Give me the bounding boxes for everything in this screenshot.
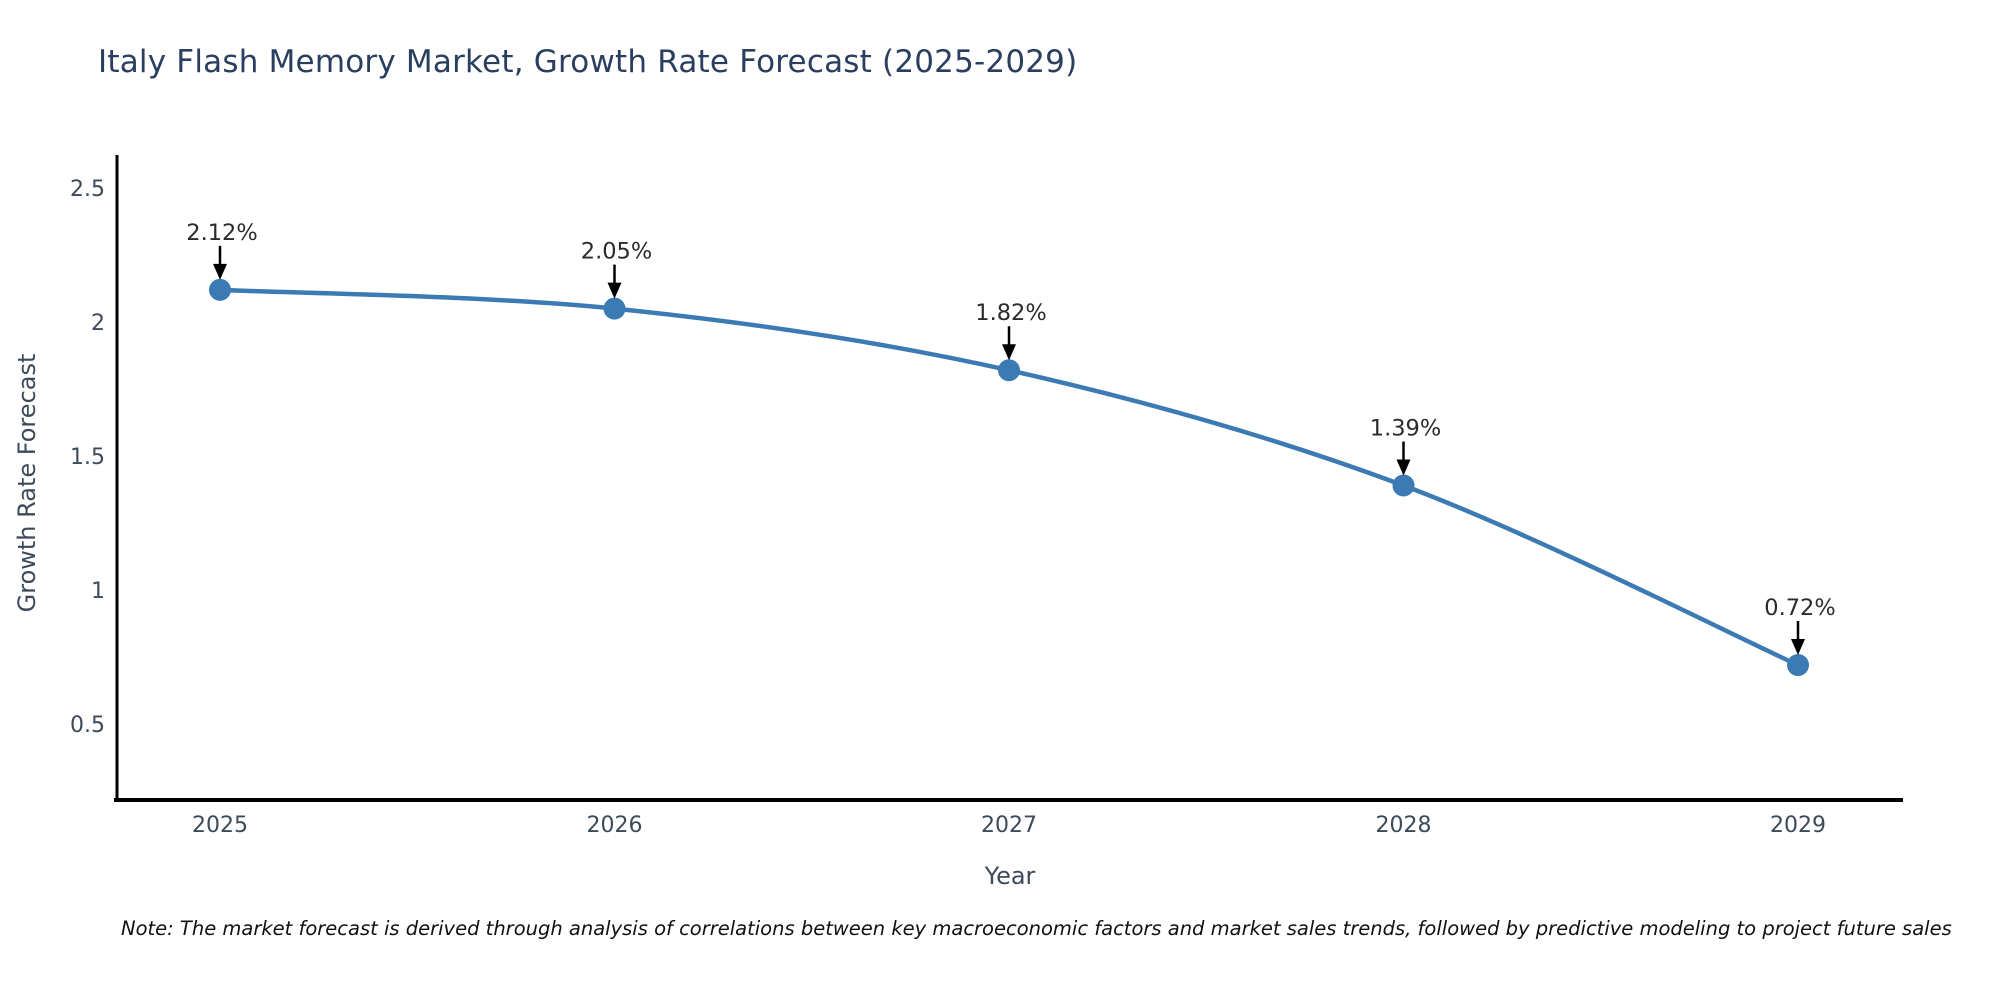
data-point-marker	[1392, 474, 1415, 497]
data-point-label: 2.12%	[186, 220, 257, 246]
data-point-marker	[1787, 654, 1809, 677]
chart-title: Italy Flash Memory Market, Growth Rate F…	[98, 44, 1078, 80]
x-tick-label: 2026	[587, 813, 643, 838]
data-point-marker	[998, 359, 1020, 382]
x-tick-label: 2027	[981, 813, 1037, 838]
data-point-label: 1.39%	[1370, 415, 1441, 441]
x-tick-label: 2028	[1376, 813, 1432, 838]
y-tick-label: 1.5	[70, 445, 105, 470]
data-point-marker	[603, 297, 626, 320]
y-axis-title: Growth Rate Forecast	[13, 353, 41, 613]
data-point-label: 2.05%	[581, 239, 652, 265]
annotation-arrowhead	[213, 263, 227, 280]
x-tick-label: 2029	[1770, 813, 1826, 838]
footnote: Note: The market forecast is derived thr…	[121, 917, 1952, 940]
y-tick-label: 0.5	[70, 713, 105, 738]
annotation-arrowhead	[1396, 459, 1411, 476]
y-tick-label: 2	[91, 311, 105, 336]
annotation-arrowhead	[607, 282, 622, 299]
y-tick-label: 1	[91, 579, 105, 604]
data-point-label: 1.82%	[975, 300, 1046, 326]
x-axis-title: Year	[984, 862, 1036, 890]
y-tick-label: 2.5	[70, 177, 105, 202]
data-point-label: 0.72%	[1764, 595, 1835, 621]
data-point-marker	[209, 278, 231, 301]
annotation-arrowhead	[1002, 344, 1016, 361]
annotation-arrowhead	[1791, 639, 1805, 656]
x-tick-label: 2025	[192, 813, 248, 838]
